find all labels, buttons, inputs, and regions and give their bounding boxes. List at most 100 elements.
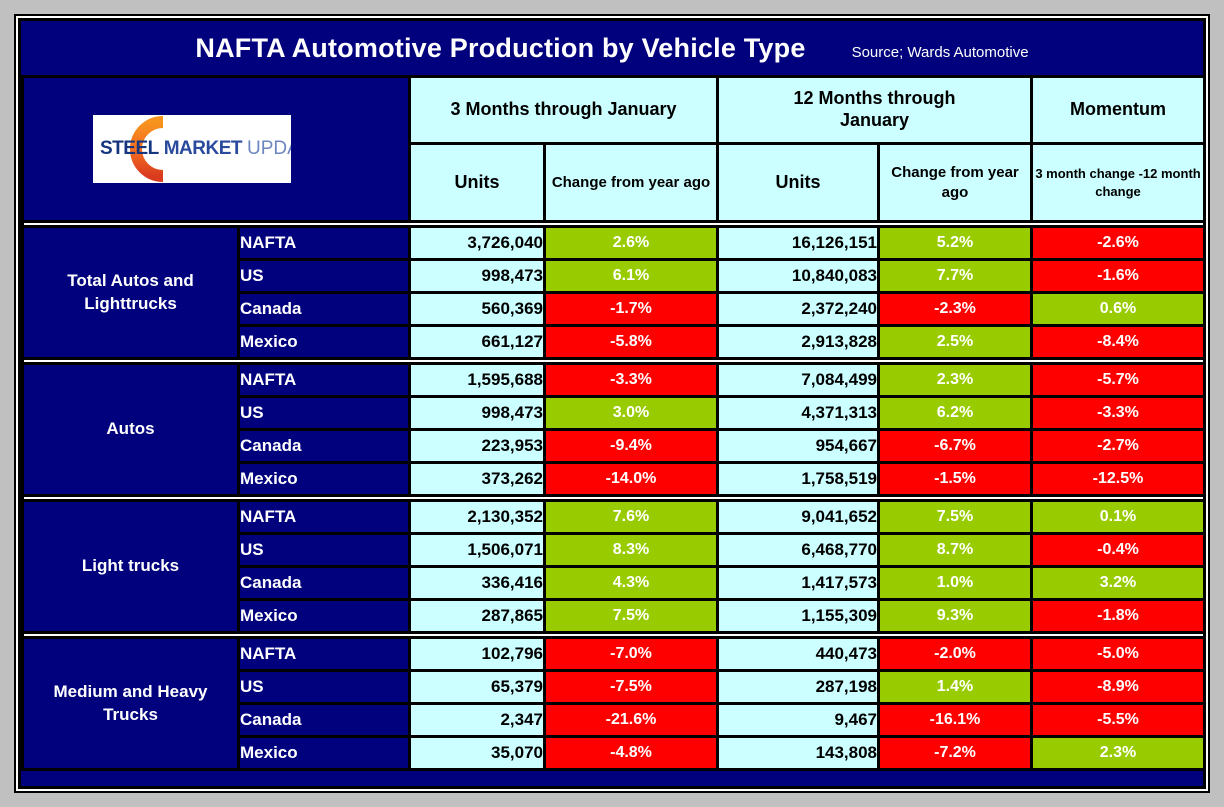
group-label-cell: Medium and Heavy Trucks: [21, 636, 240, 771]
units-3m-cell: 373,262: [408, 461, 546, 497]
table-row: US 998,473 3.0% 4,371,313 6.2% -3.3%: [23, 395, 1207, 431]
country-cell: US: [237, 669, 411, 705]
units-3m-cell: 998,473: [408, 395, 546, 431]
units-3m-cell: 2,347: [408, 702, 546, 738]
source-note: Source; Wards Automotive: [851, 44, 1029, 61]
change-12m-cell: 5.2%: [877, 225, 1034, 261]
momentum-cell: -0.4%: [1030, 532, 1207, 568]
change-3m-cell: 7.6%: [542, 499, 720, 535]
units-12m-cell: 10,840,083: [716, 258, 881, 294]
country-cell: Canada: [237, 702, 411, 738]
table-row: US 1,506,071 8.3% 6,468,770 8.7% -0.4%: [23, 532, 1207, 568]
units-3m-cell: 998,473: [408, 258, 546, 294]
logo-word-market: MARKET: [163, 138, 243, 159]
country-cell: Mexico: [237, 461, 411, 497]
change-3m-cell: -9.4%: [542, 428, 720, 464]
units-12m-cell: 1,155,309: [716, 598, 881, 634]
header-units-3m: Units: [408, 142, 546, 223]
table-row: Light trucks NAFTA 2,130,352 7.6% 9,041,…: [21, 499, 1207, 634]
units-12m-cell: 1,417,573: [716, 565, 881, 601]
units-12m-cell: 6,468,770: [716, 532, 881, 568]
change-12m-cell: -2.0%: [877, 636, 1034, 672]
table-row: Canada 2,347 -21.6% 9,467 -16.1% -5.5%: [23, 702, 1207, 738]
change-12m-cell: 2.3%: [877, 362, 1034, 398]
units-12m-cell: 4,371,313: [716, 395, 881, 431]
group-separator: [20, 494, 1207, 502]
change-12m-cell: 9.3%: [877, 598, 1034, 634]
momentum-cell: -5.5%: [1030, 702, 1207, 738]
table-row: Total Autos and Lighttrucks NAFTA 3,726,…: [21, 225, 1207, 360]
change-12m-cell: -16.1%: [877, 702, 1034, 738]
country-cell: Canada: [237, 428, 411, 464]
units-3m-cell: 2,130,352: [408, 499, 546, 535]
group-label-cell: Autos: [21, 362, 240, 497]
momentum-cell: 2.3%: [1030, 735, 1207, 771]
change-12m-cell: -6.7%: [877, 428, 1034, 464]
change-3m-cell: 8.3%: [542, 532, 720, 568]
units-12m-cell: 143,808: [716, 735, 881, 771]
units-12m-cell: 9,467: [716, 702, 881, 738]
table-row: US 65,379 -7.5% 287,198 1.4% -8.9%: [23, 669, 1207, 705]
smu-logo-text: STEEL MARKET UPDATE: [100, 115, 291, 183]
country-cell: US: [237, 258, 411, 294]
momentum-cell: -1.8%: [1030, 598, 1207, 634]
group-separator: [20, 631, 1207, 639]
title-row: NAFTA Automotive Production by Vehicle T…: [21, 21, 1203, 75]
logo-word-update: UPDATE: [247, 138, 291, 159]
units-3m-cell: 3,726,040: [408, 225, 546, 261]
change-3m-cell: 4.3%: [542, 565, 720, 601]
table-row: Canada 336,416 4.3% 1,417,573 1.0% 3.2%: [23, 565, 1207, 601]
units-3m-cell: 560,369: [408, 291, 546, 327]
change-12m-cell: 2.5%: [877, 324, 1034, 360]
change-12m-cell: -2.3%: [877, 291, 1034, 327]
units-3m-cell: 102,796: [408, 636, 546, 672]
group-label-cell: Total Autos and Lighttrucks: [21, 225, 240, 360]
header-sub-row: Units Change from year ago Units Change …: [23, 142, 1207, 223]
momentum-cell: -1.6%: [1030, 258, 1207, 294]
header-12-months: 12 Months through January: [716, 75, 1034, 145]
change-12m-cell: 7.7%: [877, 258, 1034, 294]
change-3m-cell: 2.6%: [542, 225, 720, 261]
country-cell: NAFTA: [237, 225, 411, 261]
table-row: Mexico 373,262 -14.0% 1,758,519 -1.5% -1…: [23, 461, 1207, 497]
country-cell: Mexico: [237, 598, 411, 634]
table-row: Mexico 661,127 -5.8% 2,913,828 2.5% -8.4…: [23, 324, 1207, 360]
header-change-12m: Change from year ago: [877, 142, 1034, 223]
change-3m-cell: -1.7%: [542, 291, 720, 327]
change-3m-cell: 7.5%: [542, 598, 720, 634]
units-3m-cell: 65,379: [408, 669, 546, 705]
country-cell: NAFTA: [237, 636, 411, 672]
units-12m-cell: 2,913,828: [716, 324, 881, 360]
change-12m-cell: 7.5%: [877, 499, 1034, 535]
units-12m-cell: 7,084,499: [716, 362, 881, 398]
country-cell: Canada: [237, 565, 411, 601]
report-board: NAFTA Automotive Production by Vehicle T…: [18, 18, 1207, 789]
change-12m-cell: -1.5%: [877, 461, 1034, 497]
momentum-cell: -5.7%: [1030, 362, 1207, 398]
country-cell: Canada: [237, 291, 411, 327]
change-12m-cell: 1.4%: [877, 669, 1034, 705]
momentum-cell: -12.5%: [1030, 461, 1207, 497]
momentum-cell: -2.7%: [1030, 428, 1207, 464]
table-row: US 998,473 6.1% 10,840,083 7.7% -1.6%: [23, 258, 1207, 294]
units-3m-cell: 287,865: [408, 598, 546, 634]
units-12m-cell: 2,372,240: [716, 291, 881, 327]
group-separator: [20, 357, 1207, 365]
change-12m-cell: 8.7%: [877, 532, 1034, 568]
units-3m-cell: 35,070: [408, 735, 546, 771]
units-3m-cell: 661,127: [408, 324, 546, 360]
page-title: NAFTA Automotive Production by Vehicle T…: [195, 33, 806, 63]
momentum-cell: 0.6%: [1030, 291, 1207, 327]
momentum-cell: -2.6%: [1030, 225, 1207, 261]
header-group-row: STEEL MARKET UPDATE 3 Months through Jan…: [21, 75, 1207, 223]
change-3m-cell: -14.0%: [542, 461, 720, 497]
momentum-cell: -8.9%: [1030, 669, 1207, 705]
units-3m-cell: 336,416: [408, 565, 546, 601]
momentum-cell: 3.2%: [1030, 565, 1207, 601]
units-12m-cell: 287,198: [716, 669, 881, 705]
country-cell: Mexico: [237, 324, 411, 360]
momentum-cell: -3.3%: [1030, 395, 1207, 431]
units-3m-cell: 223,953: [408, 428, 546, 464]
units-12m-cell: 16,126,151: [716, 225, 881, 261]
country-cell: US: [237, 532, 411, 568]
